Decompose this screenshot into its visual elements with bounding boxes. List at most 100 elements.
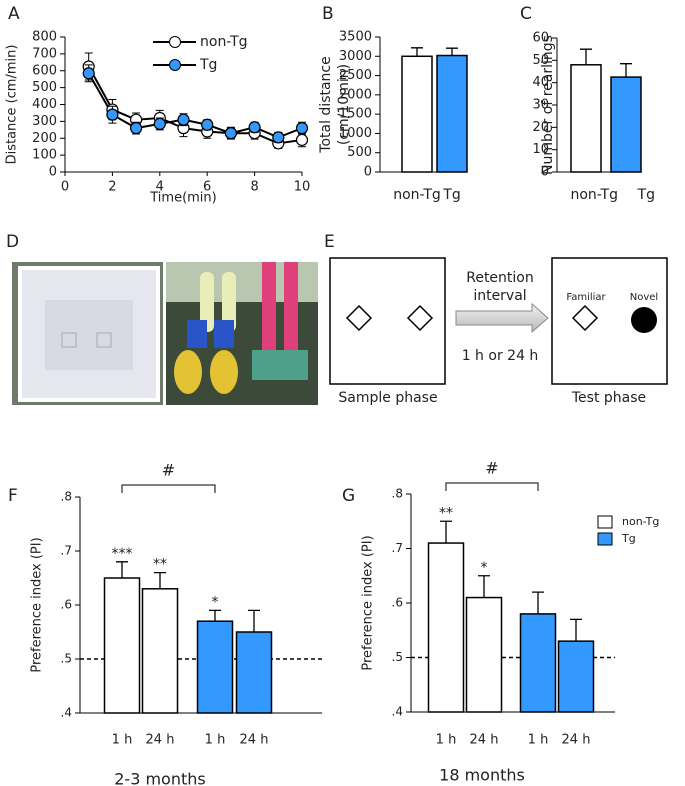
point	[248, 121, 261, 134]
point	[224, 127, 237, 140]
bar	[610, 76, 642, 173]
y-tick-label: 40	[532, 75, 549, 90]
object	[222, 272, 236, 332]
y-tick-label: 500	[32, 80, 57, 95]
novel-label: Novel	[630, 292, 658, 303]
x-tick-label: 8	[250, 180, 258, 195]
object	[187, 320, 207, 348]
error-bar	[532, 591, 544, 614]
error-bar	[570, 618, 582, 642]
y-tick-label: 500	[347, 145, 372, 160]
arena-floor	[45, 300, 133, 370]
bar	[570, 64, 602, 173]
x-tick-label: 0	[61, 180, 69, 195]
significance-label: ***	[112, 546, 133, 562]
x-tick-label: non-Tg	[393, 187, 441, 203]
x-tick-label: 1 h	[436, 733, 457, 748]
object-spot	[96, 332, 112, 348]
x-tick-label: 24 h	[562, 733, 591, 748]
y-tick-label: 300	[32, 114, 57, 129]
y-tick-label: .6	[392, 596, 403, 610]
x-tick-label: 2	[108, 180, 116, 195]
y-axis-label: Preference index (PI)	[30, 537, 45, 672]
caption: Test phase	[571, 390, 646, 406]
object-diamond	[345, 304, 373, 332]
legend-marker	[169, 59, 181, 71]
point	[295, 133, 309, 147]
error-bar	[209, 609, 221, 622]
point	[272, 131, 285, 144]
x-tick-label: non-Tg	[570, 187, 618, 203]
x-tick-label: 1 h	[205, 733, 226, 748]
x-tick-label: 24 h	[470, 733, 499, 748]
x-tick-label: 24 h	[146, 733, 175, 748]
object	[284, 262, 298, 352]
bracket	[445, 482, 539, 491]
object	[214, 320, 234, 348]
y-tick-label: 700	[32, 46, 57, 61]
legend-label: non-Tg	[200, 34, 248, 50]
y-tick-label: .5	[392, 650, 403, 664]
legend-label: non-Tg	[622, 515, 659, 528]
error-bar	[248, 609, 260, 632]
y-tick-label: 1000	[339, 126, 372, 141]
error-bar	[116, 561, 128, 578]
panel-label: D	[6, 232, 19, 252]
y-tick-label: .8	[61, 490, 72, 504]
error-bar	[580, 48, 592, 65]
point	[177, 113, 190, 126]
y-tick-label: 600	[32, 63, 57, 78]
x-axis-label: 18 months	[439, 766, 525, 785]
significance-label: *	[481, 560, 488, 576]
y-tick-label: 50	[532, 53, 549, 68]
bar	[141, 588, 179, 714]
series-line	[87, 66, 303, 145]
bar	[465, 596, 503, 713]
legend-marker	[169, 36, 181, 48]
significance-label: *	[212, 594, 219, 610]
y-tick-label: 0	[49, 165, 57, 180]
x-tick-label: Tg	[442, 187, 460, 203]
panel-label: C	[520, 4, 532, 24]
point	[201, 118, 214, 131]
y-tick-label: 1500	[339, 107, 372, 122]
x-tick-label: 4	[156, 180, 164, 195]
y-tick-label: 60	[532, 31, 549, 46]
y-tick-label: 30	[532, 98, 549, 113]
y-axis-label: (cm/10min)	[336, 64, 352, 145]
x-axis-label: 2-3 months	[114, 770, 205, 786]
arrow-text: interval	[473, 288, 526, 304]
significance-label: **	[153, 557, 167, 573]
y-tick-label: 800	[32, 30, 57, 45]
y-axis-label: Preference index (PI)	[361, 535, 376, 670]
legend-swatch	[597, 515, 613, 529]
interval-text: 1 h or 24 h	[462, 348, 539, 364]
y-tick-label: 100	[32, 148, 57, 163]
y-tick-label: .6	[61, 598, 72, 612]
point	[82, 67, 95, 80]
y-tick-label: 20	[532, 120, 549, 135]
panel-label: B	[322, 4, 334, 24]
y-tick-label: .7	[392, 541, 403, 555]
error-bar	[154, 571, 166, 589]
object-diamond	[406, 304, 434, 332]
x-tick-label: 10	[294, 180, 311, 195]
bar	[427, 542, 465, 713]
y-axis-label: Total distance	[318, 56, 334, 153]
y-axis-label: Distance (cm/min)	[5, 45, 20, 165]
object-spot	[61, 332, 77, 348]
legend-swatch	[597, 532, 613, 546]
legend-label: Tg	[621, 532, 636, 545]
point	[130, 122, 143, 135]
familiar-label: Familiar	[566, 292, 606, 303]
y-tick-label: .8	[392, 487, 403, 501]
x-tick-label: 1 h	[528, 733, 549, 748]
panel-label: G	[342, 486, 355, 506]
significance-label: **	[439, 505, 453, 521]
error-bar	[440, 520, 452, 544]
y-tick-label: 2500	[339, 68, 372, 83]
y-axis-label: Number of rearlings	[540, 35, 556, 175]
bar	[401, 55, 433, 173]
